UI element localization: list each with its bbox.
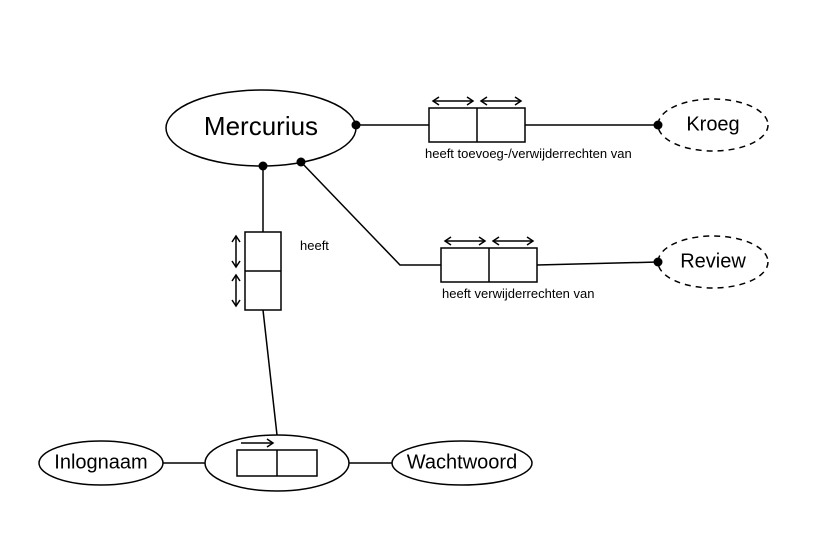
relbox-heeft-label: heeft bbox=[300, 238, 329, 253]
entity-mercurius-label: Mercurius bbox=[204, 111, 318, 141]
dot-review-left bbox=[654, 258, 663, 267]
entity-review-label: Review bbox=[680, 250, 746, 272]
diagram-canvas: Mercurius Kroeg Review Inlognaam Wachtwoord h… bbox=[0, 0, 820, 550]
relbox-inner bbox=[237, 450, 317, 476]
relbox-verwijder-label: heeft verwijderrechten van bbox=[442, 286, 594, 301]
entity-kroeg-label: Kroeg bbox=[686, 113, 739, 135]
relbox-verwijder: heeft verwijderrechten van bbox=[441, 248, 594, 301]
relbox-toevoeg: heeft toevoeg-/verwijderrechten van bbox=[425, 108, 632, 161]
dot-mercurius-lowerright bbox=[297, 158, 306, 167]
relbox-heeft: heeft bbox=[245, 232, 329, 310]
entity-inlognaam-label: Inlognaam bbox=[54, 451, 147, 473]
dot-kroeg-left bbox=[654, 121, 663, 130]
conn-verwijder-review bbox=[537, 262, 658, 265]
entity-wachtwoord-label: Wachtwoord bbox=[407, 451, 517, 473]
dot-mercurius-right bbox=[352, 121, 361, 130]
dot-mercurius-bottom bbox=[259, 162, 268, 171]
conn-heeft-aggregate bbox=[263, 310, 277, 435]
relbox-toevoeg-label: heeft toevoeg-/verwijderrechten van bbox=[425, 146, 632, 161]
